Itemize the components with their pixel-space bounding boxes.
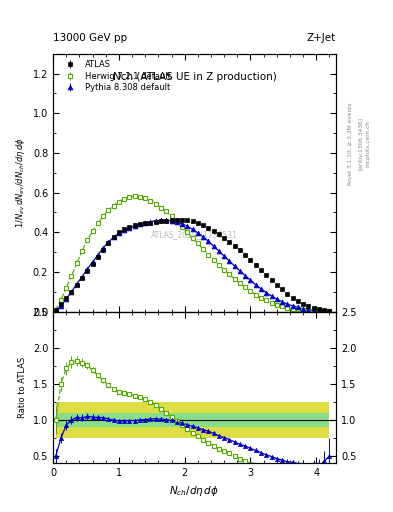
Text: mcplots.cern.ch: mcplots.cern.ch [365, 120, 371, 167]
Text: Z+Jet: Z+Jet [307, 33, 336, 44]
Text: ATLAS_2019_I1736531: ATLAS_2019_I1736531 [151, 230, 238, 239]
Text: 13000 GeV pp: 13000 GeV pp [53, 33, 127, 44]
Text: [arXiv:1306.3436]: [arXiv:1306.3436] [358, 117, 363, 170]
X-axis label: $N_{ch}/d\eta\,d\phi$: $N_{ch}/d\eta\,d\phi$ [169, 484, 220, 498]
Legend: ATLAS, Herwig 7.2.1 default, Pythia 8.308 default: ATLAS, Herwig 7.2.1 default, Pythia 8.30… [57, 58, 173, 95]
Text: Nch (ATLAS UE in Z production): Nch (ATLAS UE in Z production) [113, 72, 276, 82]
Text: Rivet 3.1.10, ≥ 3.3M events: Rivet 3.1.10, ≥ 3.3M events [348, 102, 353, 185]
Y-axis label: $1/N_{ev}\,dN_{ev}/dN_{ch}/d\eta\,d\phi$: $1/N_{ev}\,dN_{ev}/dN_{ch}/d\eta\,d\phi$ [14, 137, 27, 228]
Y-axis label: Ratio to ATLAS: Ratio to ATLAS [18, 357, 27, 418]
